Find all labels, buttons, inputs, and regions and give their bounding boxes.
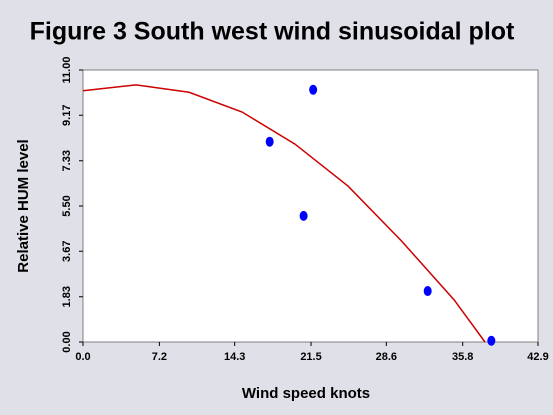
x-tick-label: 0.0	[75, 351, 90, 363]
fit-line	[82, 84, 486, 343]
point	[309, 84, 318, 95]
x-tick-label: 28.6	[376, 351, 397, 363]
x-tick-label: 42.9	[527, 351, 548, 363]
y-tick-label: 1.83	[61, 286, 73, 307]
x-axis-label: Wind speed knots	[242, 385, 370, 402]
point	[423, 286, 432, 297]
y-tick-label: 9.17	[61, 105, 73, 126]
y-tick-label: 3.67	[61, 241, 73, 262]
x-tick-label: 35.8	[452, 351, 473, 363]
x-tick-label: 14.3	[224, 351, 245, 363]
y-tick-label: 0.00	[61, 331, 73, 352]
x-tick-label: 7.2	[152, 351, 167, 363]
y-tick-label: 11.00	[61, 57, 73, 84]
point	[487, 335, 496, 346]
y-axis-label: Relative HUM level	[15, 139, 32, 272]
x-tick-label: 21.5	[300, 351, 321, 363]
point	[299, 210, 308, 221]
plot-area	[82, 69, 539, 343]
chart-title: Figure 3 South west wind sinusoidal plot	[30, 18, 515, 46]
point	[265, 136, 274, 147]
y-tick-label: 5.50	[61, 195, 73, 216]
y-tick-label: 7.33	[61, 150, 73, 171]
